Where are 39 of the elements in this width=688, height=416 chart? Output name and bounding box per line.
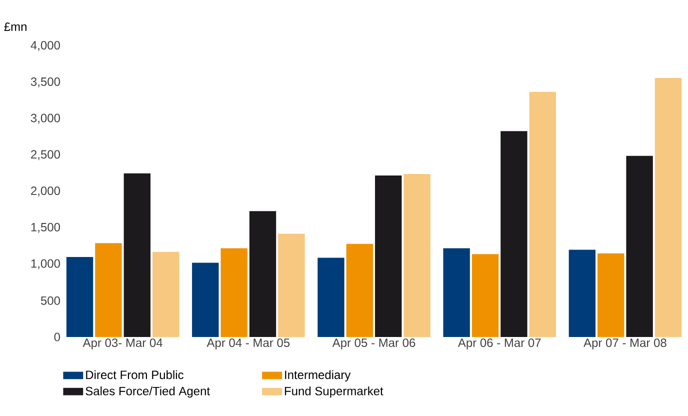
bar (598, 253, 624, 337)
y-tick-label: 500 (40, 296, 60, 305)
bar (66, 256, 94, 337)
y-tick-label: 2,500 (31, 150, 60, 160)
legend-label: Sales Force/Tied Agent (86, 386, 210, 398)
y-tick-label: 3,000 (30, 114, 60, 124)
bar (472, 254, 499, 337)
bar (529, 92, 556, 337)
y-tick-label: 4,000 (30, 41, 60, 51)
bar (220, 248, 248, 337)
bar (654, 78, 682, 337)
y-tick-label: 1,000 (31, 259, 60, 270)
bar (375, 176, 402, 337)
bar (626, 156, 653, 337)
x-tick-label: Apr 06 - Mar 07 (458, 338, 541, 350)
y-tick-label: 1,500 (31, 222, 60, 233)
bar (95, 243, 122, 337)
x-tick-label: Apr 04 - Mar 05 (206, 338, 290, 350)
y-tick-label: 3,500 (30, 77, 60, 88)
bar (249, 211, 276, 337)
bar (318, 258, 344, 337)
x-tick-label: Apr 07 - Mar 08 (584, 338, 666, 350)
bar (278, 234, 305, 337)
y-tick-label: 0 (54, 332, 60, 342)
legend-label: Direct From Public (86, 370, 184, 380)
bar (443, 248, 470, 337)
bar (346, 244, 373, 337)
bar (404, 174, 430, 337)
x-tick-label: Apr 03- Mar 04 (82, 338, 162, 350)
legend-label: Fund Supermarket (284, 386, 384, 398)
bar (568, 250, 596, 337)
bar (124, 173, 150, 337)
bar (152, 252, 180, 337)
x-tick-label: Apr 05 - Mar 06 (332, 338, 416, 350)
legend-label: Intermediary (285, 370, 351, 382)
bar (500, 131, 528, 337)
y-axis-title: £mn (4, 22, 26, 31)
y-tick-label: 2,000 (31, 186, 60, 196)
bar (192, 262, 219, 337)
